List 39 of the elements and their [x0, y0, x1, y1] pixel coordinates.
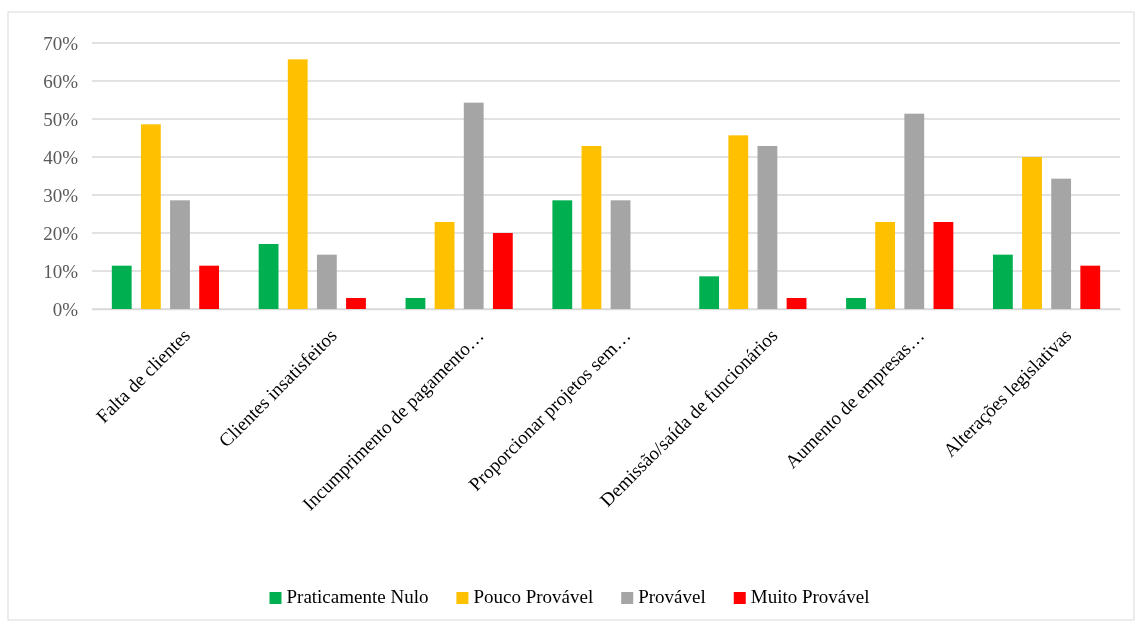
bar [699, 276, 720, 309]
bar [346, 297, 366, 309]
bar [492, 233, 513, 309]
y-tick-label: 30% [43, 184, 79, 206]
bar [875, 221, 896, 309]
y-tick-label: 40% [43, 146, 79, 168]
bar [287, 59, 308, 309]
bar [728, 135, 749, 309]
bar [933, 221, 954, 309]
bar [405, 297, 426, 309]
bar [111, 265, 132, 309]
bar [992, 254, 1013, 309]
bar [1022, 157, 1042, 309]
y-tick-label: 70% [43, 32, 79, 54]
bar [610, 200, 631, 309]
y-tick-label: 10% [43, 260, 79, 282]
bar [846, 297, 866, 309]
legend-label: Praticamente Nulo [286, 586, 429, 607]
bar [552, 200, 573, 309]
bar [316, 254, 337, 309]
y-tick-label: 50% [43, 108, 79, 130]
bar [581, 145, 602, 309]
bar [258, 244, 279, 309]
bar [170, 200, 190, 309]
y-tick-label: 0% [52, 298, 79, 320]
bar [434, 221, 455, 309]
legend-label: Pouco Provável [473, 586, 594, 607]
bar [140, 124, 161, 309]
y-tick-label: 60% [43, 70, 79, 92]
legend-label: Muito Provável [750, 586, 870, 607]
bar [786, 297, 807, 309]
bar [463, 102, 484, 309]
bar [1051, 178, 1072, 309]
legend-label: Provável [638, 586, 706, 607]
bar [904, 113, 925, 309]
bar [199, 265, 220, 309]
bar [757, 145, 778, 309]
bar [1080, 265, 1101, 309]
y-tick-label: 20% [43, 222, 79, 244]
